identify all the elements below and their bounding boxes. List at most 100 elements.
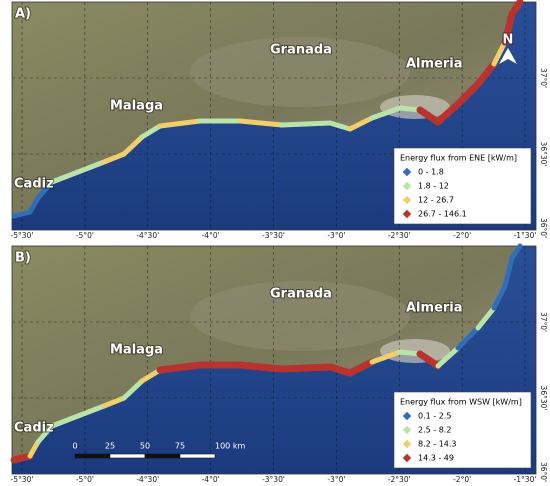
x-tick-label: -4°0'	[202, 475, 220, 484]
legend-marker	[402, 195, 412, 205]
coast-segment	[278, 363, 334, 373]
place-label: Malaga	[110, 343, 163, 358]
coast-segment	[508, 0, 524, 18]
coast-segment	[236, 361, 286, 373]
mountains	[190, 281, 410, 351]
border	[11, 1, 537, 231]
coast-segment	[491, 283, 508, 311]
y-tick-label: 36°30'	[539, 142, 548, 167]
x-tick-label: -3°30'	[262, 475, 285, 484]
y-tick-label: 36°0'	[539, 462, 548, 482]
map-panel: -5°30' -5°0' -4°30' -4°0' -3°30' -3°0' -2°30' -…	[11, 0, 548, 240]
coast-segment	[501, 10, 516, 46]
legend-label: 8.2 - 14.3	[418, 440, 457, 449]
x-tick-label: -4°30'	[136, 475, 159, 484]
place-label: Cadiz	[14, 177, 54, 192]
x-tick-label: -3°0'	[327, 475, 345, 484]
coast-segment	[27, 439, 41, 459]
legend-marker	[402, 181, 412, 191]
y-tick-label: 37°0'	[539, 68, 548, 88]
coast-segment	[121, 134, 145, 157]
legend: Energy flux from WSW [kW/m] 0.1 - 2.5 2.5 …	[393, 391, 532, 469]
x-tick-label: -5°0'	[76, 231, 94, 240]
x-tick-label: -2°0'	[453, 475, 471, 484]
legend: Energy flux from ENE [kW/m] 0 - 1.8 1.8 - …	[393, 147, 532, 225]
land	[12, 246, 536, 460]
coast-segment	[416, 350, 442, 370]
coast-segment	[101, 395, 127, 409]
coast-segment	[509, 243, 523, 261]
coast-segment	[237, 118, 285, 128]
coast-segment	[416, 106, 442, 126]
coast-segment	[346, 358, 376, 377]
x-tick-label: -2°30'	[388, 231, 411, 240]
scale-label: 75	[175, 442, 185, 451]
legend-marker	[402, 411, 412, 421]
land	[12, 2, 536, 216]
x-tick-label: -5°30'	[11, 231, 34, 240]
legend-title: Energy flux from WSW [kW/m]	[400, 398, 522, 407]
coast-segment	[75, 403, 107, 419]
coast-segment	[455, 325, 481, 351]
x-tick-label: -4°30'	[136, 231, 159, 240]
coast-segment	[139, 123, 163, 140]
coast-segment	[502, 255, 515, 289]
legend-marker	[402, 439, 412, 449]
x-tick-label: -3°30'	[262, 231, 285, 240]
scale-segment	[179, 453, 216, 459]
coast-segment	[49, 413, 81, 429]
legend-label: 2.5 - 8.2	[418, 426, 451, 435]
x-tick-label: -5°30'	[11, 475, 34, 484]
legend-label: 0 - 1.8	[418, 168, 444, 177]
scale-label: 25	[105, 442, 115, 451]
coast-segment	[369, 105, 403, 121]
coast-segment	[139, 367, 163, 384]
x-tick-label: -1°30'	[514, 231, 537, 240]
legend-label: 0.1 - 2.5	[418, 412, 451, 421]
legend-marker	[402, 425, 412, 435]
coast-segment	[475, 305, 497, 331]
y-tick-label: 36°30'	[539, 386, 548, 411]
scale-segment	[74, 453, 111, 459]
legend-label: 1.8 - 12	[418, 182, 449, 191]
x-tick-label: -2°30'	[388, 475, 411, 484]
coast-segment	[454, 80, 482, 108]
place-label: Almeria	[406, 301, 463, 316]
x-tick-label: -5°0'	[76, 475, 94, 484]
coast-segment	[35, 423, 55, 445]
north-arrow	[499, 48, 517, 64]
place-label: Granada	[270, 287, 332, 302]
x-tick-label: -2°0'	[453, 231, 471, 240]
legend-label: 12 - 26.7	[418, 196, 454, 205]
coast-segment	[347, 115, 375, 132]
coast-segment	[474, 60, 498, 88]
y-tick-label: 37°0'	[539, 312, 548, 332]
scale-segment	[109, 453, 146, 459]
coast-segment	[75, 159, 107, 175]
scale-label: 100 km	[215, 442, 245, 451]
scale-label: 0	[72, 442, 77, 451]
place-label: Granada	[270, 43, 332, 58]
north-label: N	[503, 33, 514, 48]
coast-segment	[27, 195, 41, 215]
scale-segment	[144, 453, 181, 459]
mountains	[190, 37, 410, 107]
coast-segment	[35, 179, 55, 201]
coast-segment	[121, 378, 145, 401]
scale-label: 50	[140, 442, 150, 451]
coast-segment	[435, 345, 461, 369]
place-label: Almeria	[406, 57, 463, 72]
legend-marker	[402, 209, 412, 219]
x-tick-label: -1°30'	[514, 475, 537, 484]
coast-segment	[156, 361, 204, 374]
legend-label: 26.7 - 146.1	[418, 210, 467, 219]
border	[11, 245, 537, 475]
panel-label: A)	[15, 7, 31, 22]
x-tick-label: -4°0'	[202, 231, 220, 240]
legend-box	[393, 391, 532, 469]
y-tick-label: 36°0'	[539, 218, 548, 238]
place-label: Cadiz	[14, 421, 54, 436]
coast-segment	[434, 100, 462, 126]
coast-segment	[49, 169, 81, 185]
